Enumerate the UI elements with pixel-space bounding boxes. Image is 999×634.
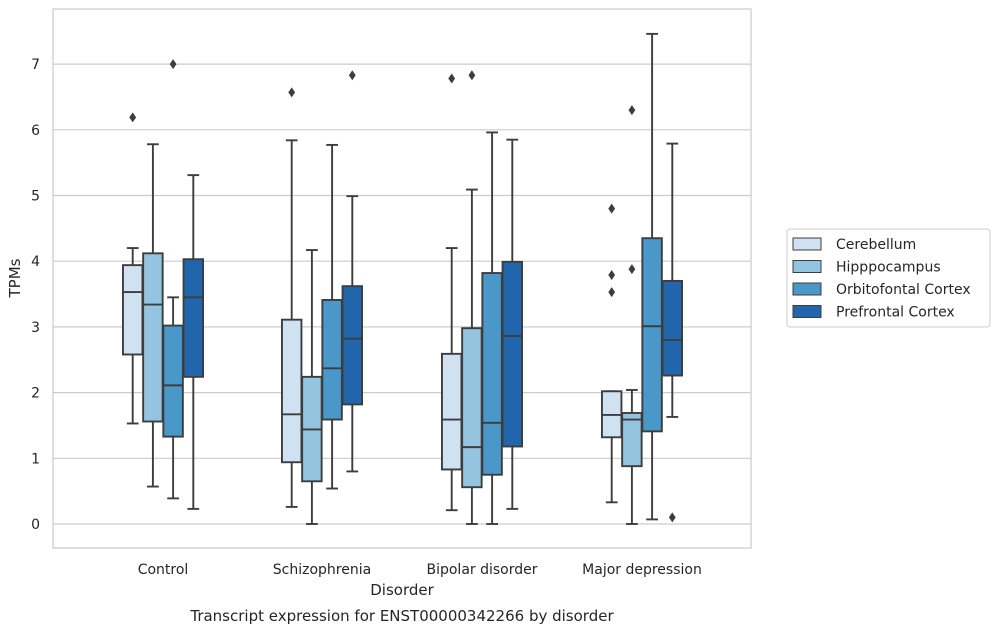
x-axis-ticks: Control Schizophrenia Bipolar disorder Majo… [138, 562, 702, 578]
y-tick-label: 4 [31, 254, 40, 270]
legend-label: Orbitofontal Cortex [836, 282, 971, 298]
box-schizophrenia [321, 143, 343, 490]
x-axis-title: Disorder [370, 581, 434, 599]
y-tick-label: 1 [31, 451, 40, 467]
box-control [121, 112, 144, 425]
y-tick-label: 7 [31, 57, 40, 73]
iqr-box [461, 327, 483, 489]
x-tick-label: Major depression [582, 562, 702, 578]
box-control [142, 143, 164, 488]
box-bipolar-disorder [461, 70, 483, 525]
series-hipppocampus [142, 70, 643, 525]
iqr-box [661, 279, 683, 377]
outlier-marker [468, 70, 476, 81]
outlier-marker [668, 512, 676, 523]
box-major-depression [661, 142, 683, 523]
outlier-marker [288, 87, 296, 98]
outlier-marker [348, 70, 356, 81]
iqr-box [641, 237, 663, 433]
iqr-box [281, 318, 303, 464]
legend-items: Cerebellum Hipppocampus Orbitofontal Corte… [792, 237, 971, 321]
iqr-box [162, 324, 184, 438]
iqr-box [182, 258, 205, 378]
legend-label: Cerebellum [836, 237, 916, 253]
outlier-marker [608, 203, 616, 214]
x-tick-label: Control [138, 562, 189, 578]
outlier-marker [129, 112, 137, 123]
box-bipolar-disorder [501, 138, 523, 510]
box-schizophrenia [341, 70, 363, 473]
y-tick-label: 2 [31, 386, 40, 402]
outlier-marker [448, 73, 456, 84]
iqr-box [341, 285, 363, 406]
iqr-box [481, 272, 503, 476]
legend-swatch [792, 282, 822, 296]
box-control [182, 174, 205, 510]
box-schizophrenia [301, 249, 323, 525]
iqr-box [621, 412, 643, 468]
legend-swatch [792, 260, 822, 273]
box-major-depression [621, 105, 643, 525]
outlier-marker [628, 105, 636, 116]
iqr-box [501, 260, 523, 448]
iqr-box [441, 352, 463, 471]
outlier-marker [169, 59, 177, 70]
series-cerebellum [121, 73, 623, 512]
y-axis-ticks: 0 1 2 3 4 5 6 7 [31, 57, 40, 533]
legend: Cerebellum Hipppocampus Orbitofontal Corte… [786, 228, 991, 328]
y-tick-label: 5 [31, 189, 40, 205]
outlier-marker [628, 264, 636, 275]
outlier-marker [608, 269, 616, 280]
legend-frame [786, 228, 991, 328]
box-series [121, 32, 683, 525]
iqr-box [142, 252, 164, 423]
y-tick-label: 3 [31, 320, 40, 336]
box-schizophrenia [281, 87, 303, 508]
y-tick-label: 0 [31, 517, 40, 533]
legend-swatch [792, 237, 822, 251]
x-tick-label: Bipolar disorder [426, 562, 537, 578]
iqr-box [321, 299, 343, 421]
x-tick-label: Schizophrenia [273, 562, 371, 578]
iqr-box [121, 264, 144, 356]
legend-swatch [792, 305, 822, 318]
series-prefrontal-cortex [182, 70, 683, 523]
outlier-marker [608, 287, 616, 298]
chart-title: Transcript expression for ENST0000034226… [189, 607, 614, 625]
y-tick-label: 6 [31, 123, 40, 139]
box-control [162, 59, 184, 500]
legend-label: Hipppocampus [836, 260, 941, 276]
y-axis-title: TPMs [6, 258, 24, 298]
plot-frame [52, 8, 752, 549]
legend-label: Prefrontal Cortex [836, 305, 955, 321]
series-orbitofontal-cortex [162, 32, 663, 525]
box-major-depression [641, 32, 663, 521]
